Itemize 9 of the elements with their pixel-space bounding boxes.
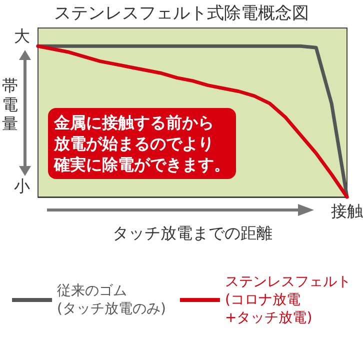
text: 大 [14, 26, 30, 46]
x-axis-title: タッチ放電までの距離 [112, 224, 272, 242]
chart-title: ステンレスフェルト式除電概念図 [54, 4, 309, 24]
text: 接触 [331, 202, 363, 220]
legend-label: 従来のゴム (タッチ放電のみ) [57, 283, 166, 317]
y-axis-title: 帯電量 [1, 76, 19, 133]
text: 小 [14, 176, 30, 196]
annotation: 金属に接触する前から放電が始まるのでより確実に除電ができます。 [53, 113, 230, 174]
legend-label: ステンレスフェルト (コロナ放電 +タッチ放電) [224, 274, 351, 326]
